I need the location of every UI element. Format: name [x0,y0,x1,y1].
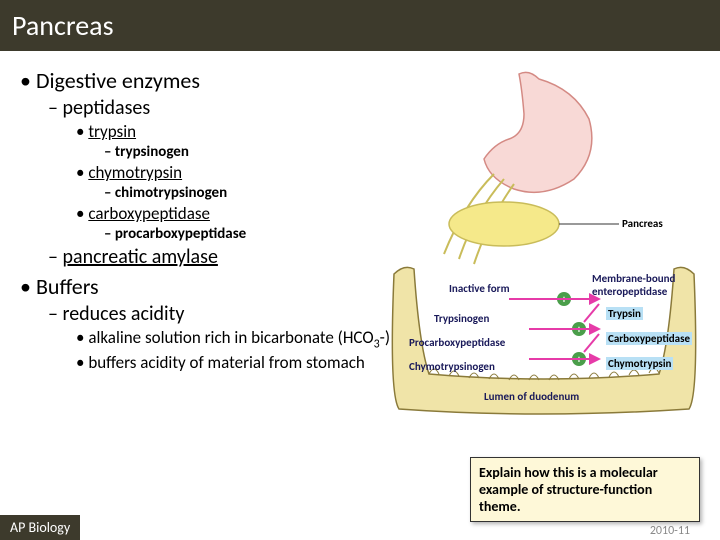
label-trypsin: Trypsin [606,307,643,320]
pancreas-shape [449,202,559,246]
hint-box: Explain how this is a molecular example … [470,457,700,522]
label-chymo: Chymotrypsin [606,357,673,370]
label-inactive: Inactive form [449,282,510,295]
label-lumen: Lumen of duodenum [484,390,579,403]
label-trypsinogen: Trypsinogen [434,312,489,325]
diagram-svg: + + + [374,64,704,434]
label-chymog: Chymotrypsinogen [409,360,495,373]
label-membrane: Membrane-bound enteropeptidase [592,272,702,298]
slide-title: Pancreas [0,0,720,51]
year-label: 2010-11 [650,524,690,538]
label-procarboxy: Procarboxypeptidase [409,336,505,349]
footer-label: AP Biology [0,515,80,540]
pancreas-diagram: + + + Pancreas Inactive form Membrane-bo… [374,64,704,434]
label-carboxy: Carboxypeptidase [606,332,692,345]
activation-arrows [509,299,599,359]
stomach-shape [484,72,592,192]
label-pancreas: Pancreas [622,217,663,230]
